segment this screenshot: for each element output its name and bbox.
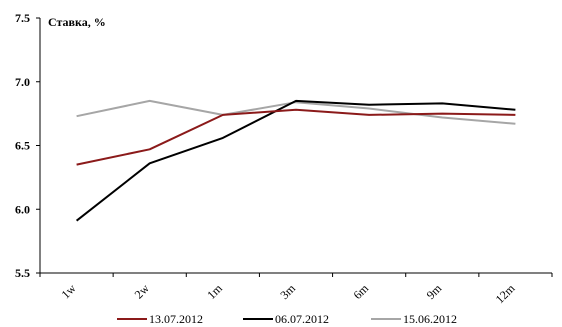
x-tick-label: 6m: [351, 281, 372, 302]
y-tick-label: 6.5: [15, 139, 30, 153]
axes: [39, 18, 552, 274]
series-line-13.07.2012: [76, 108, 516, 166]
legend-label: 06.07.2012: [275, 312, 329, 326]
x-tick-label: 1m: [204, 281, 225, 302]
legend: 13.07.2012 06.07.2012 15.06.2012: [117, 312, 457, 326]
y-tick-label: 6.0: [15, 202, 30, 216]
x-tick-label: 1w: [58, 281, 79, 302]
x-tick-label: 12m: [493, 281, 518, 306]
x-ticks: 1w 2w 1m 3m 6m 9m 12m: [39, 273, 553, 306]
x-tick-label: 2w: [132, 281, 153, 302]
series-line-06.07.2012: [75, 99, 516, 222]
y-axis-label: Ставка, %: [48, 15, 106, 29]
y-tick-label: 7.0: [15, 75, 30, 89]
series-line-15.06.2012: [76, 99, 516, 125]
y-tick-label: 7.5: [15, 11, 30, 25]
y-tick-label: 5.5: [15, 266, 30, 280]
x-tick-label: 9m: [424, 281, 445, 302]
y-ticks: 5.5 6.0 6.5 7.0 7.5: [15, 11, 40, 280]
legend-label: 13.07.2012: [149, 312, 203, 326]
series-lines: [75, 99, 516, 222]
legend-label: 15.06.2012: [403, 312, 457, 326]
x-tick-label: 3m: [277, 281, 298, 302]
